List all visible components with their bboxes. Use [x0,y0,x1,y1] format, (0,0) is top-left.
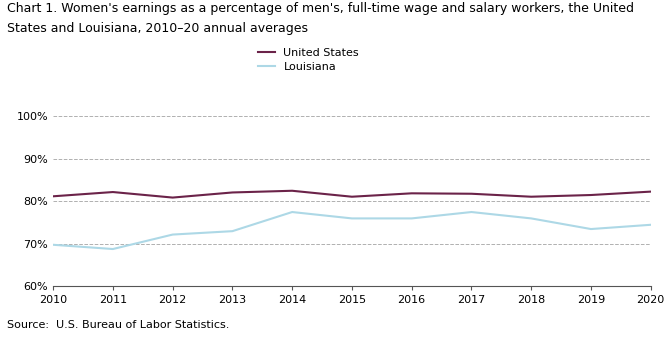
Text: Chart 1. Women's earnings as a percentage of men's, full-time wage and salary wo: Chart 1. Women's earnings as a percentag… [7,2,633,15]
Text: States and Louisiana, 2010–20 annual averages: States and Louisiana, 2010–20 annual ave… [7,22,307,35]
Text: Source:  U.S. Bureau of Labor Statistics.: Source: U.S. Bureau of Labor Statistics. [7,320,229,330]
Legend: United States, Louisiana: United States, Louisiana [258,48,359,72]
